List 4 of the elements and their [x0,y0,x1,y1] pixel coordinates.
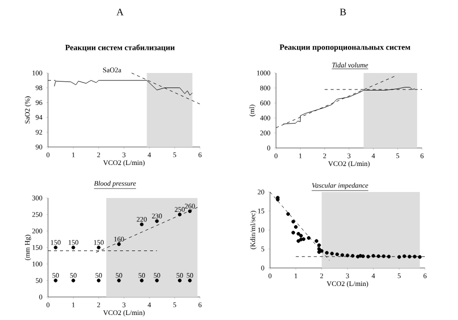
text: A [116,8,124,16]
chart-title: Реакции пропорциональных систем [280,44,410,52]
text: B [340,8,346,16]
chart-title: Реакции систем стабилизации [65,44,175,52]
